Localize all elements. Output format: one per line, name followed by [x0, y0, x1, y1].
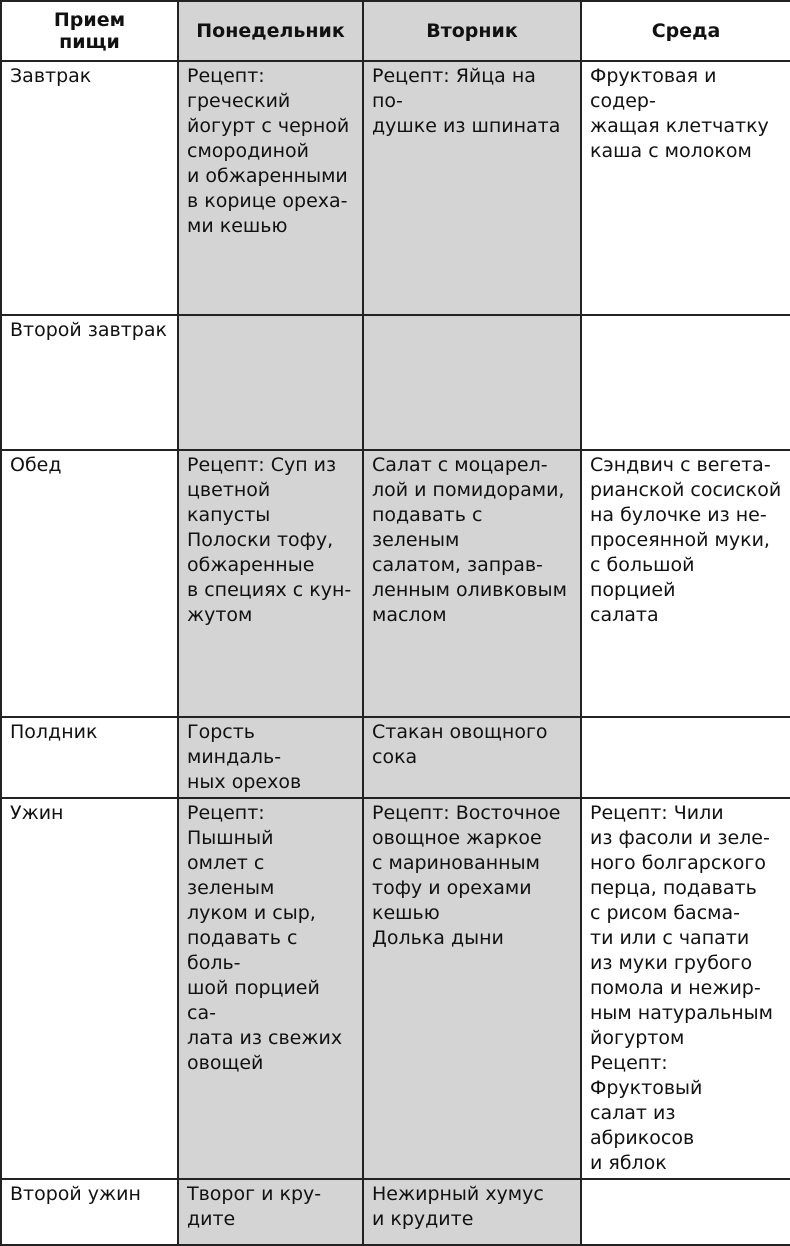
- monday-cell: Рецепт: Пышный омлет с зеленым луком и с…: [177, 797, 364, 1180]
- meal-cell: Полдник: [0, 716, 179, 799]
- table-row: Второй завтрак: [0, 314, 790, 451]
- header-row: Прием пищи Понедельник Вторник Среда: [0, 0, 790, 62]
- wednesday-cell: Сэндвич с вегета- рианской сосиской на б…: [580, 449, 790, 718]
- meal-cell: Обед: [0, 449, 179, 718]
- header-meal: Прием пищи: [0, 0, 179, 62]
- tuesday-cell: Рецепт: Яйца на по- душке из шпината: [362, 60, 582, 316]
- monday-cell: Рецепт: греческий йогурт с черной смород…: [177, 60, 364, 316]
- tuesday-cell: Салат с моцарел- лой и помидорами, подав…: [362, 449, 582, 718]
- tuesday-cell: [362, 314, 582, 451]
- wednesday-cell: [580, 716, 790, 799]
- tuesday-cell: Рецепт: Восточное овощное жаркое с марин…: [362, 797, 582, 1180]
- tuesday-cell: Стакан овощного сока: [362, 716, 582, 799]
- table-row: Полдник Горсть миндаль- ных орехов Стака…: [0, 716, 790, 799]
- header-monday: Понедельник: [177, 0, 364, 62]
- table-row: Обед Рецепт: Суп из цветной капусты Поло…: [0, 449, 790, 718]
- wednesday-cell: [580, 314, 790, 451]
- table-row: Второй ужин Творог и кру- дите Нежирный …: [0, 1178, 790, 1246]
- wednesday-cell: Фруктовая и содер- жащая клетчатку каша …: [580, 60, 790, 316]
- meal-cell: Завтрак: [0, 60, 179, 316]
- monday-cell: Творог и кру- дите: [177, 1178, 364, 1246]
- meal-cell: Второй ужин: [0, 1178, 179, 1246]
- table-row: Завтрак Рецепт: греческий йогурт с черно…: [0, 60, 790, 316]
- monday-cell: Рецепт: Суп из цветной капусты Полоски т…: [177, 449, 364, 718]
- table-row: Ужин Рецепт: Пышный омлет с зеленым луко…: [0, 797, 790, 1180]
- meal-cell: Второй завтрак: [0, 314, 179, 451]
- header-tuesday: Вторник: [362, 0, 582, 62]
- header-wednesday: Среда: [580, 0, 790, 62]
- tuesday-cell: Нежирный хумус и крудите: [362, 1178, 582, 1246]
- wednesday-cell: Рецепт: Чили из фасоли и зеле- ного болг…: [580, 797, 790, 1180]
- wednesday-cell: [580, 1178, 790, 1246]
- monday-cell: Горсть миндаль- ных орехов: [177, 716, 364, 799]
- monday-cell: [177, 314, 364, 451]
- meal-cell: Ужин: [0, 797, 179, 1180]
